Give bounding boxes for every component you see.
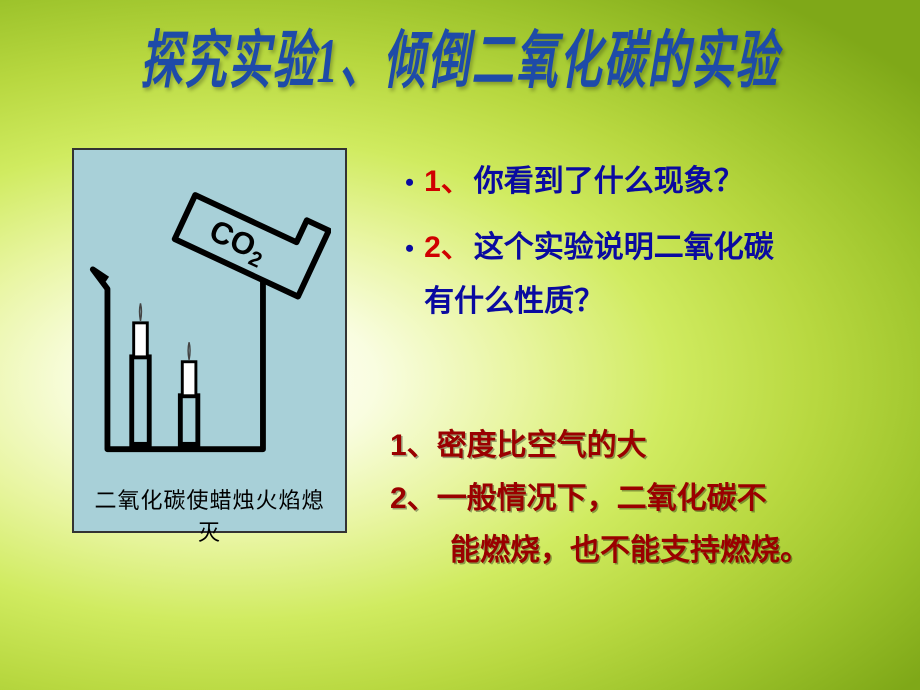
answer-2: 2、一般情况下，二氧化碳不 — [390, 473, 910, 526]
co2-pouring-diagram: CO2 — [88, 168, 331, 468]
diagram-caption: 二氧化碳使蜡烛火焰熄灭 — [88, 483, 331, 547]
bullet-icon: • — [405, 160, 414, 207]
question-text-line1: 这个实验说明二氧化碳 — [474, 231, 774, 264]
experiment-diagram: CO2 二氧化碳使蜡烛火焰熄灭 — [72, 148, 347, 533]
questions-section: • 1、你看到了什么现象？ • 2、这个实验说明二氧化碳 有什么性质？ — [405, 155, 895, 341]
question-number: 1、 — [424, 165, 471, 198]
bullet-icon: • — [405, 226, 414, 273]
answer-text-line2: 能燃烧，也不能支持燃烧。 — [450, 534, 810, 567]
answer-text-line1: 一般情况下，二氧化碳不 — [437, 482, 767, 515]
answer-1: 1、密度比空气的大 — [390, 420, 910, 473]
answers-section: 1、密度比空气的大 2、一般情况下，二氧化碳不 能燃烧，也不能支持燃烧。 — [390, 420, 910, 578]
question-1: • 1、你看到了什么现象？ — [405, 155, 895, 209]
slide-title: 探究实验1、倾倒二氧化碳的实验 — [140, 10, 779, 102]
answer-text: 密度比空气的大 — [437, 429, 647, 462]
svg-text:CO2: CO2 — [203, 213, 273, 273]
answer-2-line2: 能燃烧，也不能支持燃烧。 — [390, 525, 910, 578]
question-text: 你看到了什么现象？ — [474, 165, 744, 198]
question-number: 2、 — [424, 231, 471, 264]
question-text-line2: 有什么性质？ — [424, 275, 774, 329]
question-2: • 2、这个实验说明二氧化碳 有什么性质？ — [405, 221, 895, 329]
answer-number: 1、 — [390, 429, 437, 462]
answer-number: 2、 — [390, 482, 437, 515]
